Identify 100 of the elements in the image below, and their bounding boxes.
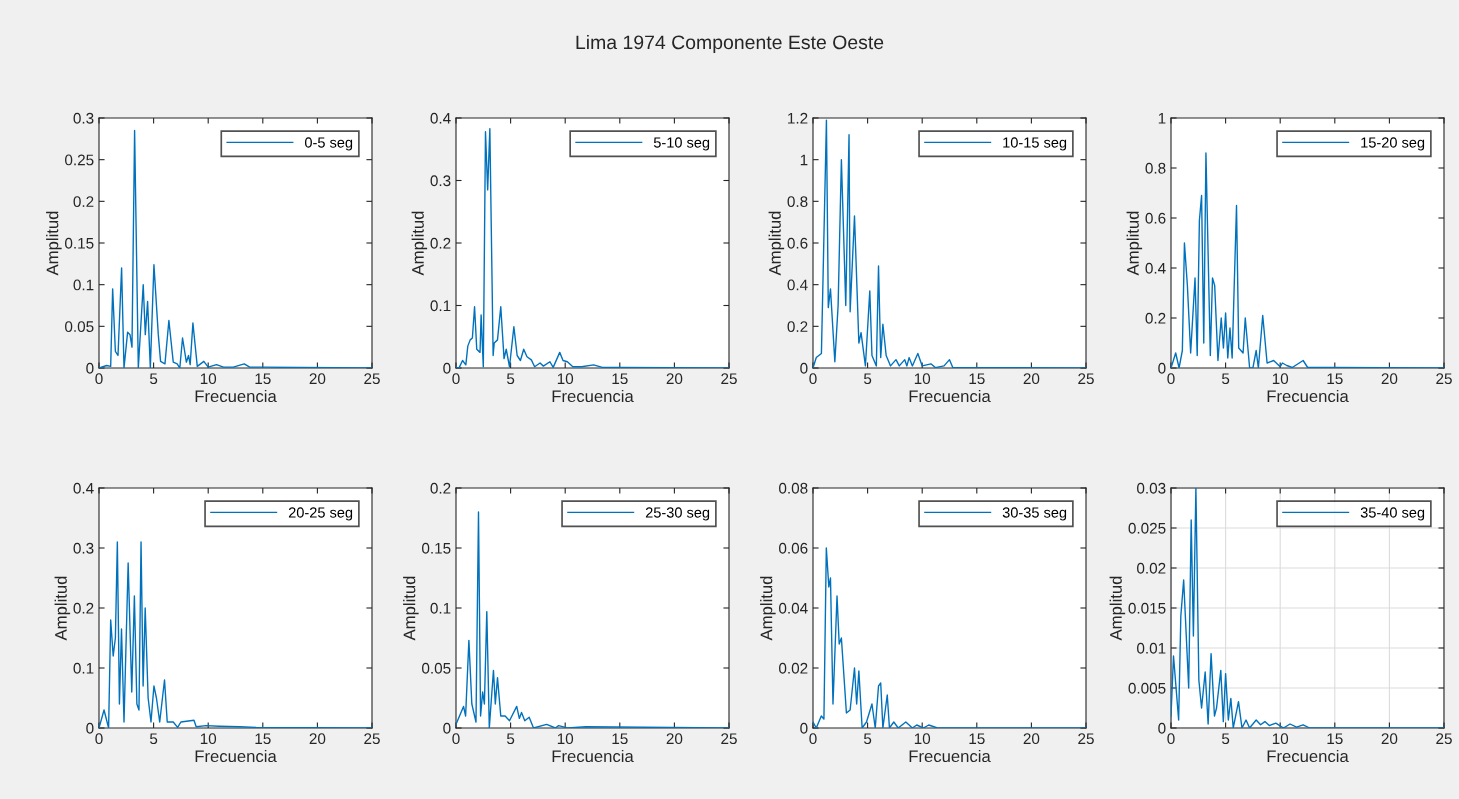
y-tick-label: 0.015 [1128, 602, 1166, 614]
x-tick-label: 10 [557, 373, 574, 385]
y-tick-label: 0.4 [787, 279, 808, 291]
x-tick-label: 15 [612, 733, 628, 745]
x-axis-title: Frecuencia [195, 389, 277, 403]
y-tick-label: 0.005 [1128, 682, 1166, 694]
x-tick-label: 10 [1272, 733, 1289, 745]
y-tick-label: 0.02 [1137, 562, 1166, 574]
y-axis-title: Amplitud [760, 576, 776, 641]
legend-label: 10-15 seg [1003, 137, 1067, 151]
x-tick-label: 5 [149, 373, 158, 385]
y-tick-label: 0.8 [787, 196, 808, 208]
y-tick-label: 0.04 [779, 602, 808, 614]
y-tick-label: 0 [86, 722, 94, 734]
y-tick-label: 0 [1158, 722, 1166, 734]
x-tick-label: 20 [1381, 733, 1398, 745]
x-tick-label: 10 [1272, 373, 1289, 385]
x-axis-title: Frecuencia [552, 749, 634, 763]
y-axis-title: Amplitud [46, 211, 62, 276]
x-tick-label: 5 [1221, 373, 1230, 385]
y-tick-label: 0.2 [73, 196, 94, 208]
y-tick-label: 0 [1158, 362, 1166, 374]
x-tick-label: 15 [255, 733, 271, 745]
x-tick-label: 0 [452, 373, 460, 385]
x-tick-label: 0 [95, 373, 103, 385]
y-tick-label: 0.1 [430, 602, 451, 614]
y-tick-label: 0.3 [73, 542, 94, 554]
x-tick-label: 20 [1381, 373, 1398, 385]
x-tick-label: 25 [1078, 733, 1094, 745]
x-tick-label: 20 [309, 373, 326, 385]
y-tick-label: 0.2 [430, 237, 451, 249]
y-tick-label: 1 [1158, 113, 1166, 124]
y-tick-label: 0.8 [1145, 162, 1166, 174]
line-series [1171, 488, 1444, 728]
x-tick-label: 0 [1167, 733, 1175, 745]
y-tick-label: 0.08 [779, 482, 808, 494]
x-tick-label: 25 [1436, 373, 1452, 385]
y-axis-title: Amplitud [1109, 576, 1126, 641]
x-tick-label: 25 [721, 373, 737, 385]
legend-label: 25-30 seg [645, 507, 710, 521]
x-tick-label: 0 [809, 373, 817, 385]
legend-label: 5-10 seg [653, 137, 710, 151]
legend-label: 15-20 seg [1361, 137, 1425, 151]
y-axis-title: Amplitud [411, 211, 428, 276]
y-tick-label: 0.3 [73, 112, 94, 124]
x-tick-label: 15 [969, 733, 985, 745]
x-tick-label: 20 [666, 373, 683, 385]
y-tick-label: 0.3 [430, 175, 451, 187]
y-tick-label: 0.1 [430, 300, 451, 312]
x-axis-title: Frecuencia [909, 389, 991, 403]
line-series [813, 119, 1086, 368]
legend-label: 0-5 seg [304, 137, 353, 151]
y-tick-label: 1 [800, 154, 808, 166]
x-tick-label: 10 [200, 373, 217, 385]
y-axis-title: Amplitud [768, 211, 785, 276]
y-tick-label: 0 [443, 362, 451, 374]
y-axis-title: Amplitud [403, 576, 419, 641]
y-tick-label: 0.2 [787, 321, 808, 333]
y-axis-title: Amplitud [54, 576, 71, 641]
y-tick-label: 0.6 [1145, 212, 1166, 224]
x-tick-label: 10 [914, 733, 931, 745]
chart-title: Lima 1974 Componente Este Oeste [576, 34, 884, 54]
y-tick-label: 1.2 [788, 112, 808, 124]
y-tick-label: 0 [800, 722, 808, 734]
y-tick-label: 0.03 [1137, 482, 1166, 494]
x-tick-label: 25 [364, 733, 380, 745]
y-tick-label: 0.4 [1145, 262, 1166, 274]
y-tick-label: 0.05 [422, 662, 451, 674]
x-axis-title: Frecuencia [195, 749, 277, 763]
x-tick-label: 25 [364, 373, 380, 385]
x-axis-title: Frecuencia [1267, 749, 1349, 763]
y-tick-label: 0.25 [65, 154, 94, 166]
x-tick-label: 5 [506, 373, 515, 385]
x-tick-label: 5 [863, 373, 872, 385]
x-tick-label: 10 [557, 733, 574, 745]
x-tick-label: 15 [255, 373, 271, 385]
x-tick-label: 5 [149, 733, 158, 745]
x-tick-label: 20 [309, 733, 326, 745]
x-tick-label: 5 [506, 733, 515, 745]
x-tick-label: 25 [1078, 373, 1094, 385]
x-tick-label: 5 [863, 733, 872, 745]
x-tick-label: 0 [809, 733, 817, 745]
x-tick-label: 10 [914, 373, 931, 385]
x-tick-label: 25 [1436, 733, 1452, 745]
x-tick-label: 25 [721, 733, 737, 745]
x-tick-label: 15 [969, 373, 985, 385]
x-tick-label: 10 [200, 733, 217, 745]
y-tick-label: 0.05 [65, 321, 94, 333]
x-tick-label: 5 [1221, 733, 1230, 745]
y-tick-label: 0.4 [430, 112, 451, 124]
y-tick-label: 0.1 [73, 662, 94, 674]
y-tick-label: 0 [86, 362, 94, 374]
x-tick-label: 15 [612, 373, 628, 385]
y-tick-label: 0.02 [779, 662, 808, 674]
y-tick-label: 0.4 [73, 482, 94, 494]
x-tick-label: 15 [1327, 733, 1343, 745]
x-tick-label: 20 [666, 733, 683, 745]
y-tick-label: 0 [443, 722, 451, 734]
legend-label: 35-40 seg [1360, 507, 1425, 521]
legend-label: 20-25 seg [288, 507, 353, 521]
